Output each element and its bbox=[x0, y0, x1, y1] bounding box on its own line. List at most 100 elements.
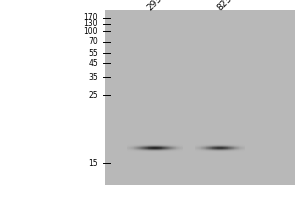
Bar bbox=[158, 148, 159, 149]
Bar bbox=[160, 146, 161, 147]
Bar bbox=[230, 145, 231, 146]
Bar bbox=[197, 147, 198, 148]
Bar bbox=[242, 144, 243, 145]
Bar bbox=[227, 149, 228, 150]
Bar bbox=[215, 144, 216, 145]
Bar bbox=[233, 144, 234, 145]
Bar bbox=[129, 145, 130, 146]
Bar bbox=[133, 147, 134, 148]
Bar bbox=[137, 150, 138, 151]
Bar bbox=[236, 151, 237, 152]
Bar bbox=[181, 146, 182, 147]
Bar bbox=[138, 146, 139, 147]
Bar bbox=[201, 147, 202, 148]
Bar bbox=[140, 145, 141, 146]
Bar bbox=[231, 150, 232, 151]
Bar bbox=[195, 147, 196, 148]
Bar bbox=[198, 147, 199, 148]
Bar bbox=[176, 147, 177, 148]
Bar bbox=[165, 149, 166, 150]
Bar bbox=[150, 151, 151, 152]
Bar bbox=[230, 144, 231, 145]
Bar bbox=[232, 149, 233, 150]
Bar bbox=[169, 148, 170, 149]
Bar bbox=[175, 146, 176, 147]
Bar bbox=[160, 150, 161, 151]
Bar bbox=[230, 146, 231, 147]
Bar bbox=[132, 144, 133, 145]
Bar bbox=[204, 150, 205, 151]
Bar bbox=[167, 149, 168, 150]
Bar bbox=[239, 148, 240, 149]
Bar bbox=[140, 147, 141, 148]
Bar bbox=[231, 149, 232, 150]
Bar bbox=[213, 147, 214, 148]
Bar bbox=[224, 148, 225, 149]
Bar bbox=[196, 151, 197, 152]
Bar bbox=[219, 146, 220, 147]
Bar bbox=[232, 145, 233, 146]
Bar bbox=[154, 147, 155, 148]
Bar bbox=[136, 146, 137, 147]
Bar bbox=[139, 151, 140, 152]
Bar bbox=[201, 145, 202, 146]
Bar bbox=[131, 145, 132, 146]
Bar bbox=[151, 147, 152, 148]
Bar bbox=[158, 150, 159, 151]
Bar bbox=[214, 150, 215, 151]
Bar bbox=[200, 147, 201, 148]
Bar bbox=[200, 149, 201, 150]
Bar bbox=[240, 144, 241, 145]
Bar bbox=[137, 151, 138, 152]
Bar bbox=[160, 145, 161, 146]
Bar bbox=[228, 149, 229, 150]
Bar bbox=[230, 147, 231, 148]
Bar bbox=[169, 150, 170, 151]
Bar bbox=[142, 147, 143, 148]
Bar bbox=[182, 147, 183, 148]
Bar bbox=[225, 145, 226, 146]
Bar bbox=[150, 148, 151, 149]
Bar bbox=[173, 144, 174, 145]
Bar bbox=[160, 148, 161, 149]
Bar bbox=[169, 151, 170, 152]
Bar bbox=[142, 145, 143, 146]
Bar bbox=[205, 146, 206, 147]
Bar bbox=[205, 147, 206, 148]
Bar bbox=[239, 151, 240, 152]
Bar bbox=[233, 146, 234, 147]
Bar bbox=[211, 144, 212, 145]
Bar bbox=[180, 144, 181, 145]
Bar bbox=[168, 149, 169, 150]
Bar bbox=[145, 150, 146, 151]
Bar bbox=[204, 144, 205, 145]
Bar bbox=[127, 148, 128, 149]
Bar bbox=[145, 148, 146, 149]
Bar bbox=[229, 150, 230, 151]
Bar bbox=[223, 145, 224, 146]
Bar bbox=[165, 144, 166, 145]
Bar bbox=[157, 148, 158, 149]
Bar bbox=[168, 150, 169, 151]
Bar bbox=[228, 148, 229, 149]
Bar bbox=[149, 144, 150, 145]
Bar bbox=[220, 149, 221, 150]
Bar bbox=[209, 144, 210, 145]
Bar bbox=[180, 145, 181, 146]
Bar bbox=[154, 144, 155, 145]
Bar bbox=[230, 150, 231, 151]
Bar bbox=[133, 145, 134, 146]
Bar bbox=[146, 144, 147, 145]
Bar bbox=[172, 148, 173, 149]
Bar bbox=[135, 147, 136, 148]
Bar bbox=[146, 148, 147, 149]
Bar bbox=[145, 147, 146, 148]
Bar bbox=[150, 144, 151, 145]
Bar bbox=[172, 149, 173, 150]
Bar bbox=[236, 150, 237, 151]
Bar bbox=[229, 144, 230, 145]
Text: 100: 100 bbox=[83, 26, 98, 36]
Bar bbox=[136, 147, 137, 148]
Bar bbox=[243, 151, 244, 152]
Bar bbox=[234, 151, 235, 152]
